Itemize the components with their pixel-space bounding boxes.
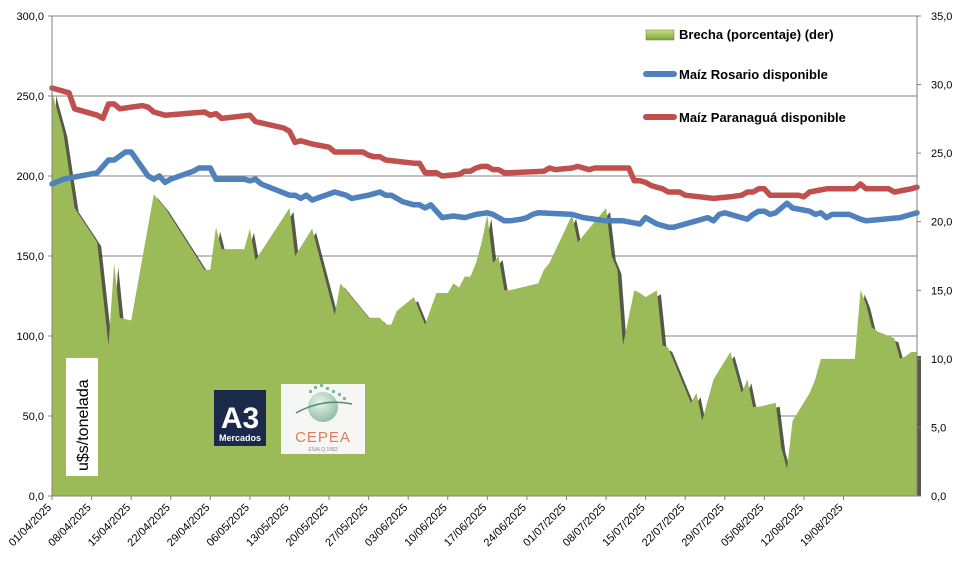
cepea-logo: CEPEA ESALQ 1982 — [281, 384, 365, 454]
area-series — [52, 91, 917, 497]
x-axis-ticks: 01/04/202508/04/202515/04/202522/04/2025… — [7, 496, 846, 549]
y-left-tick-label: 300,0 — [16, 11, 44, 23]
line-series — [49, 85, 920, 230]
y-right-tick-label: 30,0 — [931, 80, 952, 92]
a3-mercados-logo: A3 Mercados — [214, 390, 266, 446]
y-left-tick-label: 50,0 — [23, 411, 44, 423]
y-axis-left-ticks: 0,0 50,0 100,0 150,0 200,0 250,0 300,0 — [16, 11, 52, 503]
legend-label-rosario: Maíz Rosario disponible — [679, 67, 828, 82]
svg-text:ESALQ 1982: ESALQ 1982 — [308, 447, 337, 453]
area-brecha — [52, 91, 917, 497]
y-left-tick-label: 150,0 — [16, 251, 44, 263]
y-axis-right-ticks: 0,0 5,0 10,0 15,0 20,0 25,0 30,0 35,0 — [917, 11, 952, 503]
y-right-tick-label: 20,0 — [931, 217, 952, 229]
y-right-tick-label: 25,0 — [931, 148, 952, 160]
legend: Brecha (porcentaje) (der) Maíz Rosario d… — [643, 27, 846, 125]
y-right-tick-label: 10,0 — [931, 354, 952, 366]
y-axis-label-box: u$s/tonelada — [66, 358, 98, 476]
legend-label-paranagua: Maíz Paranaguá disponible — [679, 110, 846, 125]
y-axis-label: u$s/tonelada — [75, 379, 92, 471]
y-left-tick-label: 200,0 — [16, 171, 44, 183]
svg-text:A3: A3 — [221, 402, 259, 435]
y-left-tick-label: 0,0 — [29, 491, 44, 503]
y-right-tick-label: 5,0 — [931, 422, 946, 434]
legend-label-brecha: Brecha (porcentaje) (der) — [679, 27, 834, 42]
y-left-tick-label: 100,0 — [16, 331, 44, 343]
legend-item-brecha: Brecha (porcentaje) (der) — [645, 27, 834, 42]
x-tick-label: 19/08/2025 — [798, 502, 845, 549]
legend-item-paranagua: Maíz Paranaguá disponible — [643, 110, 846, 125]
svg-text:CEPEA: CEPEA — [295, 429, 351, 446]
line-rosario — [49, 149, 920, 230]
y-left-tick-label: 250,0 — [16, 91, 44, 103]
legend-item-rosario: Maíz Rosario disponible — [643, 67, 828, 82]
y-right-tick-label: 35,0 — [931, 11, 952, 23]
svg-text:Mercados: Mercados — [219, 433, 261, 443]
line-paranagua — [49, 85, 920, 202]
y-right-tick-label: 15,0 — [931, 285, 952, 297]
y-right-tick-label: 0,0 — [931, 491, 946, 503]
